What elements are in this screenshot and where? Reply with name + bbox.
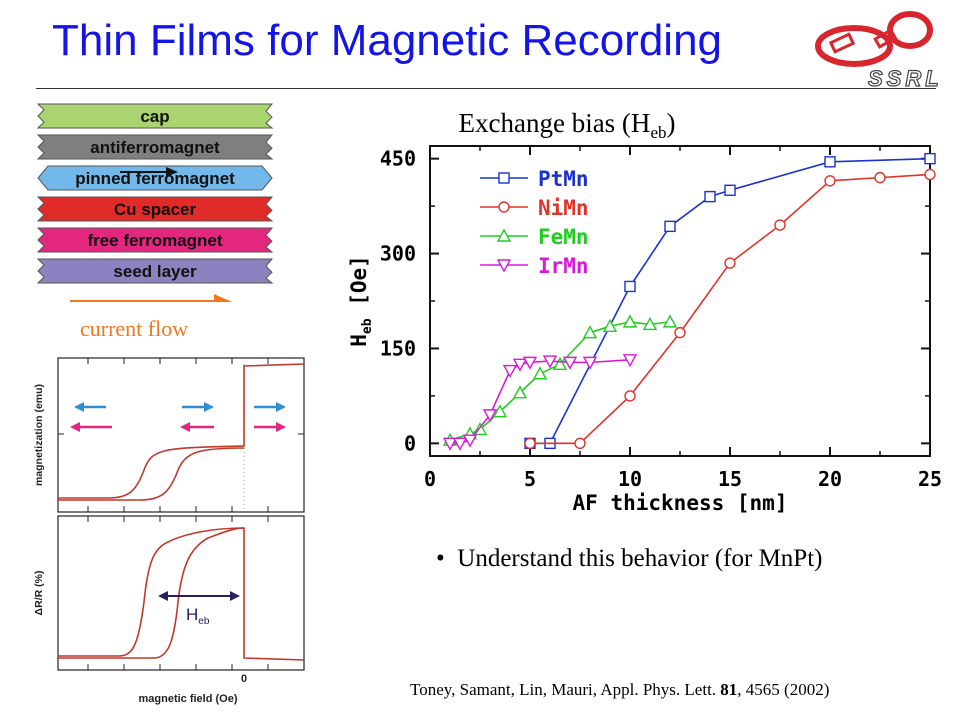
data-point-femn [552,356,568,370]
citation-rest: , 4565 (2002) [737,680,830,699]
layer-label: free ferromagnet [87,231,222,250]
magnetization-axis-label: magnetization (emu) [33,384,45,486]
x-tick-label: 25 [918,467,942,491]
data-point-irmn [442,437,458,451]
data-point-nimn [924,168,936,181]
exchange-bias-chart: Exchange bias (Heb) 0 5 10 15 20 25 0 150 300 450… [347,108,942,515]
bullet-point: • Understand this behavior (for MnPt) [436,545,823,572]
layer-free-ferromagnet [36,227,274,253]
current-flow-label: current flow [80,316,189,341]
data-point-ptmn [624,280,636,293]
data-point-irmn [542,355,558,369]
y-tick-label: 450 [380,147,416,171]
layer-label: Cu spacer [114,200,197,219]
hysteresis-panel: magnetization (emu) Heb ΔR/R (%) 0 magne… [33,357,305,705]
x-tick-label: 10 [618,467,642,491]
data-point-irmn [522,356,538,370]
data-point-irmn [562,356,578,370]
data-point-irmn [512,358,528,372]
layer-seed-layer [36,258,274,284]
x-tick-label: 0 [424,467,436,491]
y-tick-label: 300 [380,242,416,266]
resistance-loop-inner [58,527,245,659]
data-point-femn [512,385,528,399]
data-point-nimn [774,219,786,231]
layer-label: cap [140,107,169,126]
citation-volume: 81 [720,680,738,699]
data-point-nimn [874,171,886,184]
legend-label: IrMn [538,254,589,278]
layer-label: seed layer [113,262,197,281]
data-point-nimn [574,437,586,450]
series-line-nimn [530,173,931,445]
legend-label: NiMn [538,196,589,220]
resistance-loop-outer [58,527,305,661]
magnetic-field-axis-label: magnetic field (Oe) [138,693,237,705]
data-point-nimn [524,437,536,450]
y-axis-label: Heb [Oe] [347,255,375,347]
spin-arrows [70,402,286,432]
data-point-irmn [482,409,498,423]
magnetization-plot-frame [57,357,305,513]
data-point-ptmn [924,152,936,165]
data-point-femn [602,318,618,333]
legend-marker [498,201,510,213]
data-point-nimn [674,326,686,339]
heb-label: Heb [186,605,210,627]
legend-marker [496,259,512,273]
citation-authors: Toney, Samant, Lin, Mauri, Appl. Phys. L… [410,680,717,699]
data-point-ptmn [704,190,716,203]
data-point-femn [532,366,548,380]
data-point-femn [622,314,638,328]
data-point-nimn [724,257,736,269]
data-point-irmn [502,364,518,379]
ssrl-logo: SSRL [815,11,943,92]
current-flow-arrowhead [214,294,232,302]
field-zero-tick: 0 [241,673,247,685]
layer-stack-diagram: cap antiferromagnet pinned ferromagnet Cu s… [36,103,274,302]
chart-title: Exchange bias (Heb) [459,108,676,142]
logo-text: SSRL [868,66,943,91]
x-tick-label: 20 [818,467,842,491]
data-point-irmn [582,356,598,370]
x-tick-label: 15 [718,467,742,491]
layer-cap [36,103,274,129]
citation: Toney, Samant, Lin, Mauri, Appl. Phys. L… [410,680,829,700]
data-point-femn [582,325,598,339]
legend-label: FeMn [538,225,589,249]
magnetization-loop-descending [58,363,305,499]
data-point-femn [642,316,658,331]
data-point-nimn [624,390,636,402]
layer-pinned-ferromagnet [37,165,273,191]
layer-label: pinned ferromagnet [75,169,235,188]
title-divider [36,88,936,89]
layer-antiferromagnet [36,134,274,160]
data-point-nimn [824,175,836,187]
y-tick-label: 150 [380,336,416,360]
resistance-plot-frame [57,515,305,671]
layer-cu-spacer [36,196,274,222]
data-point-ptmn [824,156,836,168]
y-tick-label: 0 [404,431,416,455]
data-point-irmn [462,434,478,448]
data-point-irmn [622,354,638,368]
slide-title: Thin Films for Magnetic Recording [52,16,723,65]
bullet-text: Understand this behavior (for MnPt) [457,545,823,572]
plot-frame [429,145,931,457]
resistance-axis-label: ΔR/R (%) [33,571,45,616]
magnetization-loop-ascending [58,447,245,501]
legend-marker [498,172,510,184]
layer-label: antiferromagnet [90,138,220,157]
data-point-femn [662,314,678,328]
data-point-ptmn [664,220,676,233]
legend-label: PtMn [538,167,589,191]
data-point-irmn [452,437,468,451]
series-line-ptmn [530,157,931,445]
legend-marker [496,228,512,242]
x-axis-label: AF thickness [nm] [573,491,788,515]
data-point-femn [492,404,508,418]
x-tick-label: 5 [524,467,536,491]
data-point-ptmn [724,184,736,196]
